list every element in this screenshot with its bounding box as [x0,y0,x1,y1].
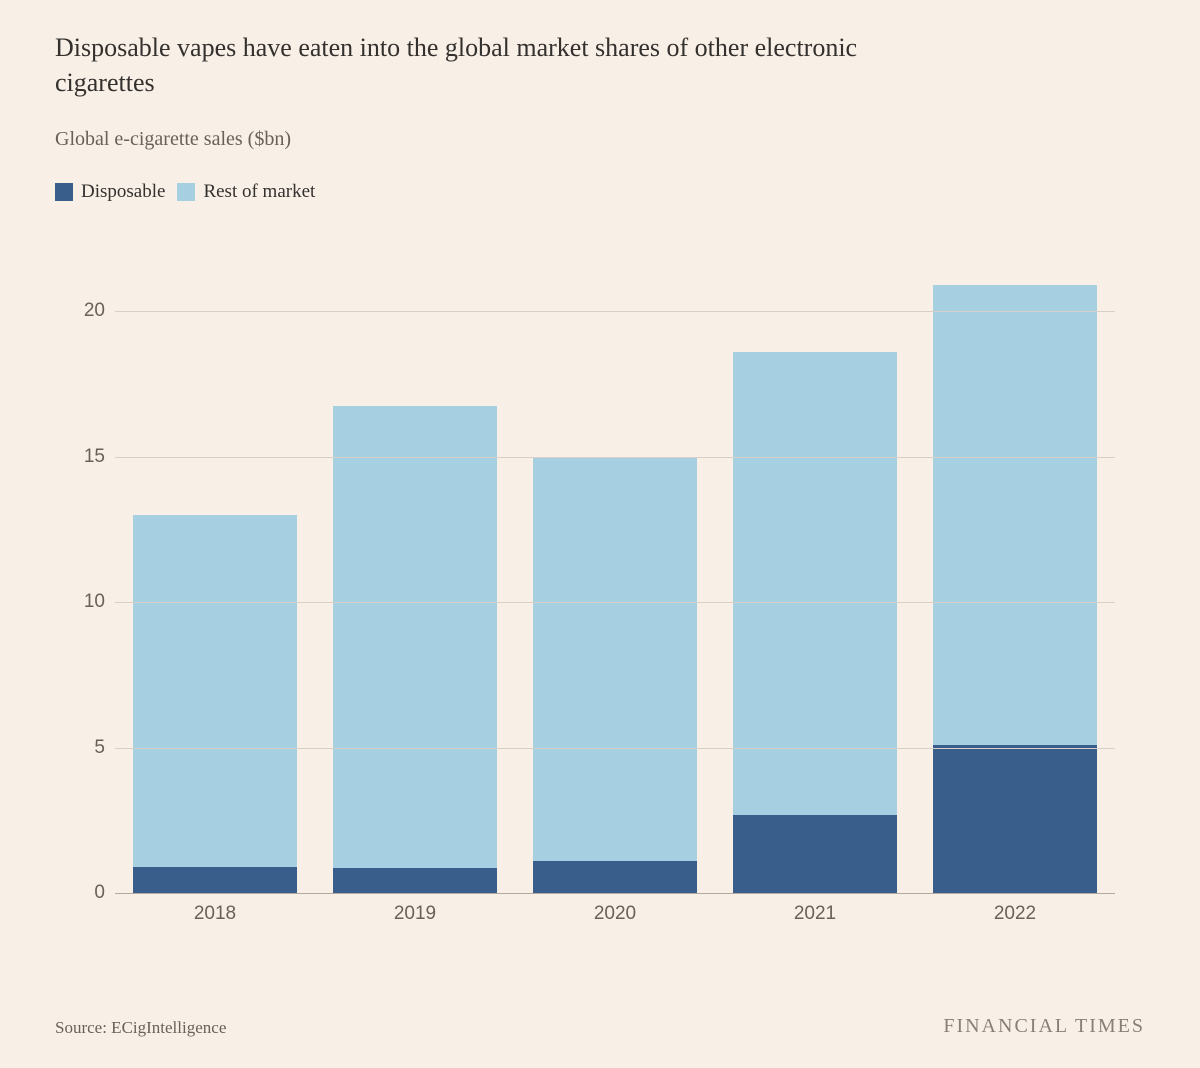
chart-title: Disposable vapes have eaten into the glo… [55,30,955,100]
brand-label: FINANCIAL TIMES [943,1015,1145,1038]
stacked-bar [733,253,897,893]
plot-area: 05101520 [115,253,1115,893]
x-tick-label: 2022 [915,903,1115,925]
bar-segment [733,352,897,815]
gridline [115,311,1115,312]
chart-container: Disposable vapes have eaten into the glo… [0,0,1200,1068]
y-tick-label: 15 [65,446,105,468]
gridline [115,748,1115,749]
bar-slot [315,253,515,893]
y-tick-label: 10 [65,591,105,613]
x-tick-label: 2021 [715,903,915,925]
stacked-bar [533,253,697,893]
legend-item: Disposable [55,181,165,203]
legend-item: Rest of market [177,181,315,203]
x-tick-label: 2020 [515,903,715,925]
legend: Disposable Rest of market [55,181,1145,203]
bar-segment [333,406,497,869]
bar-segment [733,815,897,894]
stacked-bar [333,253,497,893]
bar-segment [333,868,497,893]
chart-footer: Source: ECigIntelligence FINANCIAL TIMES [55,1015,1145,1038]
bar-segment [933,745,1097,893]
chart-subtitle: Global e-cigarette sales ($bn) [55,128,1145,151]
x-tick-label: 2018 [115,903,315,925]
source-label: Source: ECigIntelligence [55,1018,226,1038]
bar-slot [715,253,915,893]
bar-segment [933,285,1097,745]
x-tick-label: 2019 [315,903,515,925]
gridline [115,602,1115,603]
y-tick-label: 0 [65,882,105,904]
legend-swatch [55,183,73,201]
stacked-bar [933,253,1097,893]
bar-segment [533,457,697,861]
y-tick-label: 20 [65,300,105,322]
legend-swatch [177,183,195,201]
x-axis-labels: 20182019202020212022 [115,903,1115,925]
bar-segment [133,515,297,867]
stacked-bar [133,253,297,893]
legend-label: Disposable [81,181,165,203]
gridline [115,457,1115,458]
bar-slot [915,253,1115,893]
gridline [115,893,1115,894]
bar-segment [533,861,697,893]
plot-wrap: 05101520 20182019202020212022 [115,253,1115,925]
legend-label: Rest of market [203,181,315,203]
bars-group [115,253,1115,893]
bar-segment [133,867,297,893]
bar-slot [115,253,315,893]
y-tick-label: 5 [65,737,105,759]
bar-slot [515,253,715,893]
